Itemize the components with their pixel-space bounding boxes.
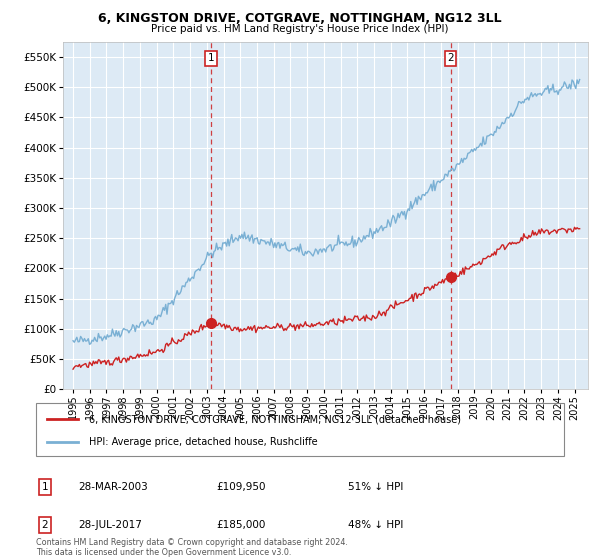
Text: 28-JUL-2017: 28-JUL-2017 — [78, 520, 142, 530]
Text: Contains HM Land Registry data © Crown copyright and database right 2024.
This d: Contains HM Land Registry data © Crown c… — [36, 538, 348, 557]
Text: 2: 2 — [447, 53, 454, 63]
Text: £109,950: £109,950 — [216, 482, 265, 492]
Text: HPI: Average price, detached house, Rushcliffe: HPI: Average price, detached house, Rush… — [89, 436, 317, 446]
Text: £185,000: £185,000 — [216, 520, 265, 530]
Text: 2: 2 — [41, 520, 49, 530]
Text: 51% ↓ HPI: 51% ↓ HPI — [348, 482, 403, 492]
Text: 28-MAR-2003: 28-MAR-2003 — [78, 482, 148, 492]
Text: 6, KINGSTON DRIVE, COTGRAVE, NOTTINGHAM, NG12 3LL: 6, KINGSTON DRIVE, COTGRAVE, NOTTINGHAM,… — [98, 12, 502, 25]
Text: 1: 1 — [208, 53, 214, 63]
Text: 1: 1 — [41, 482, 49, 492]
Text: 48% ↓ HPI: 48% ↓ HPI — [348, 520, 403, 530]
Text: Price paid vs. HM Land Registry's House Price Index (HPI): Price paid vs. HM Land Registry's House … — [151, 24, 449, 34]
Text: 6, KINGSTON DRIVE, COTGRAVE, NOTTINGHAM, NG12 3LL (detached house): 6, KINGSTON DRIVE, COTGRAVE, NOTTINGHAM,… — [89, 414, 461, 424]
